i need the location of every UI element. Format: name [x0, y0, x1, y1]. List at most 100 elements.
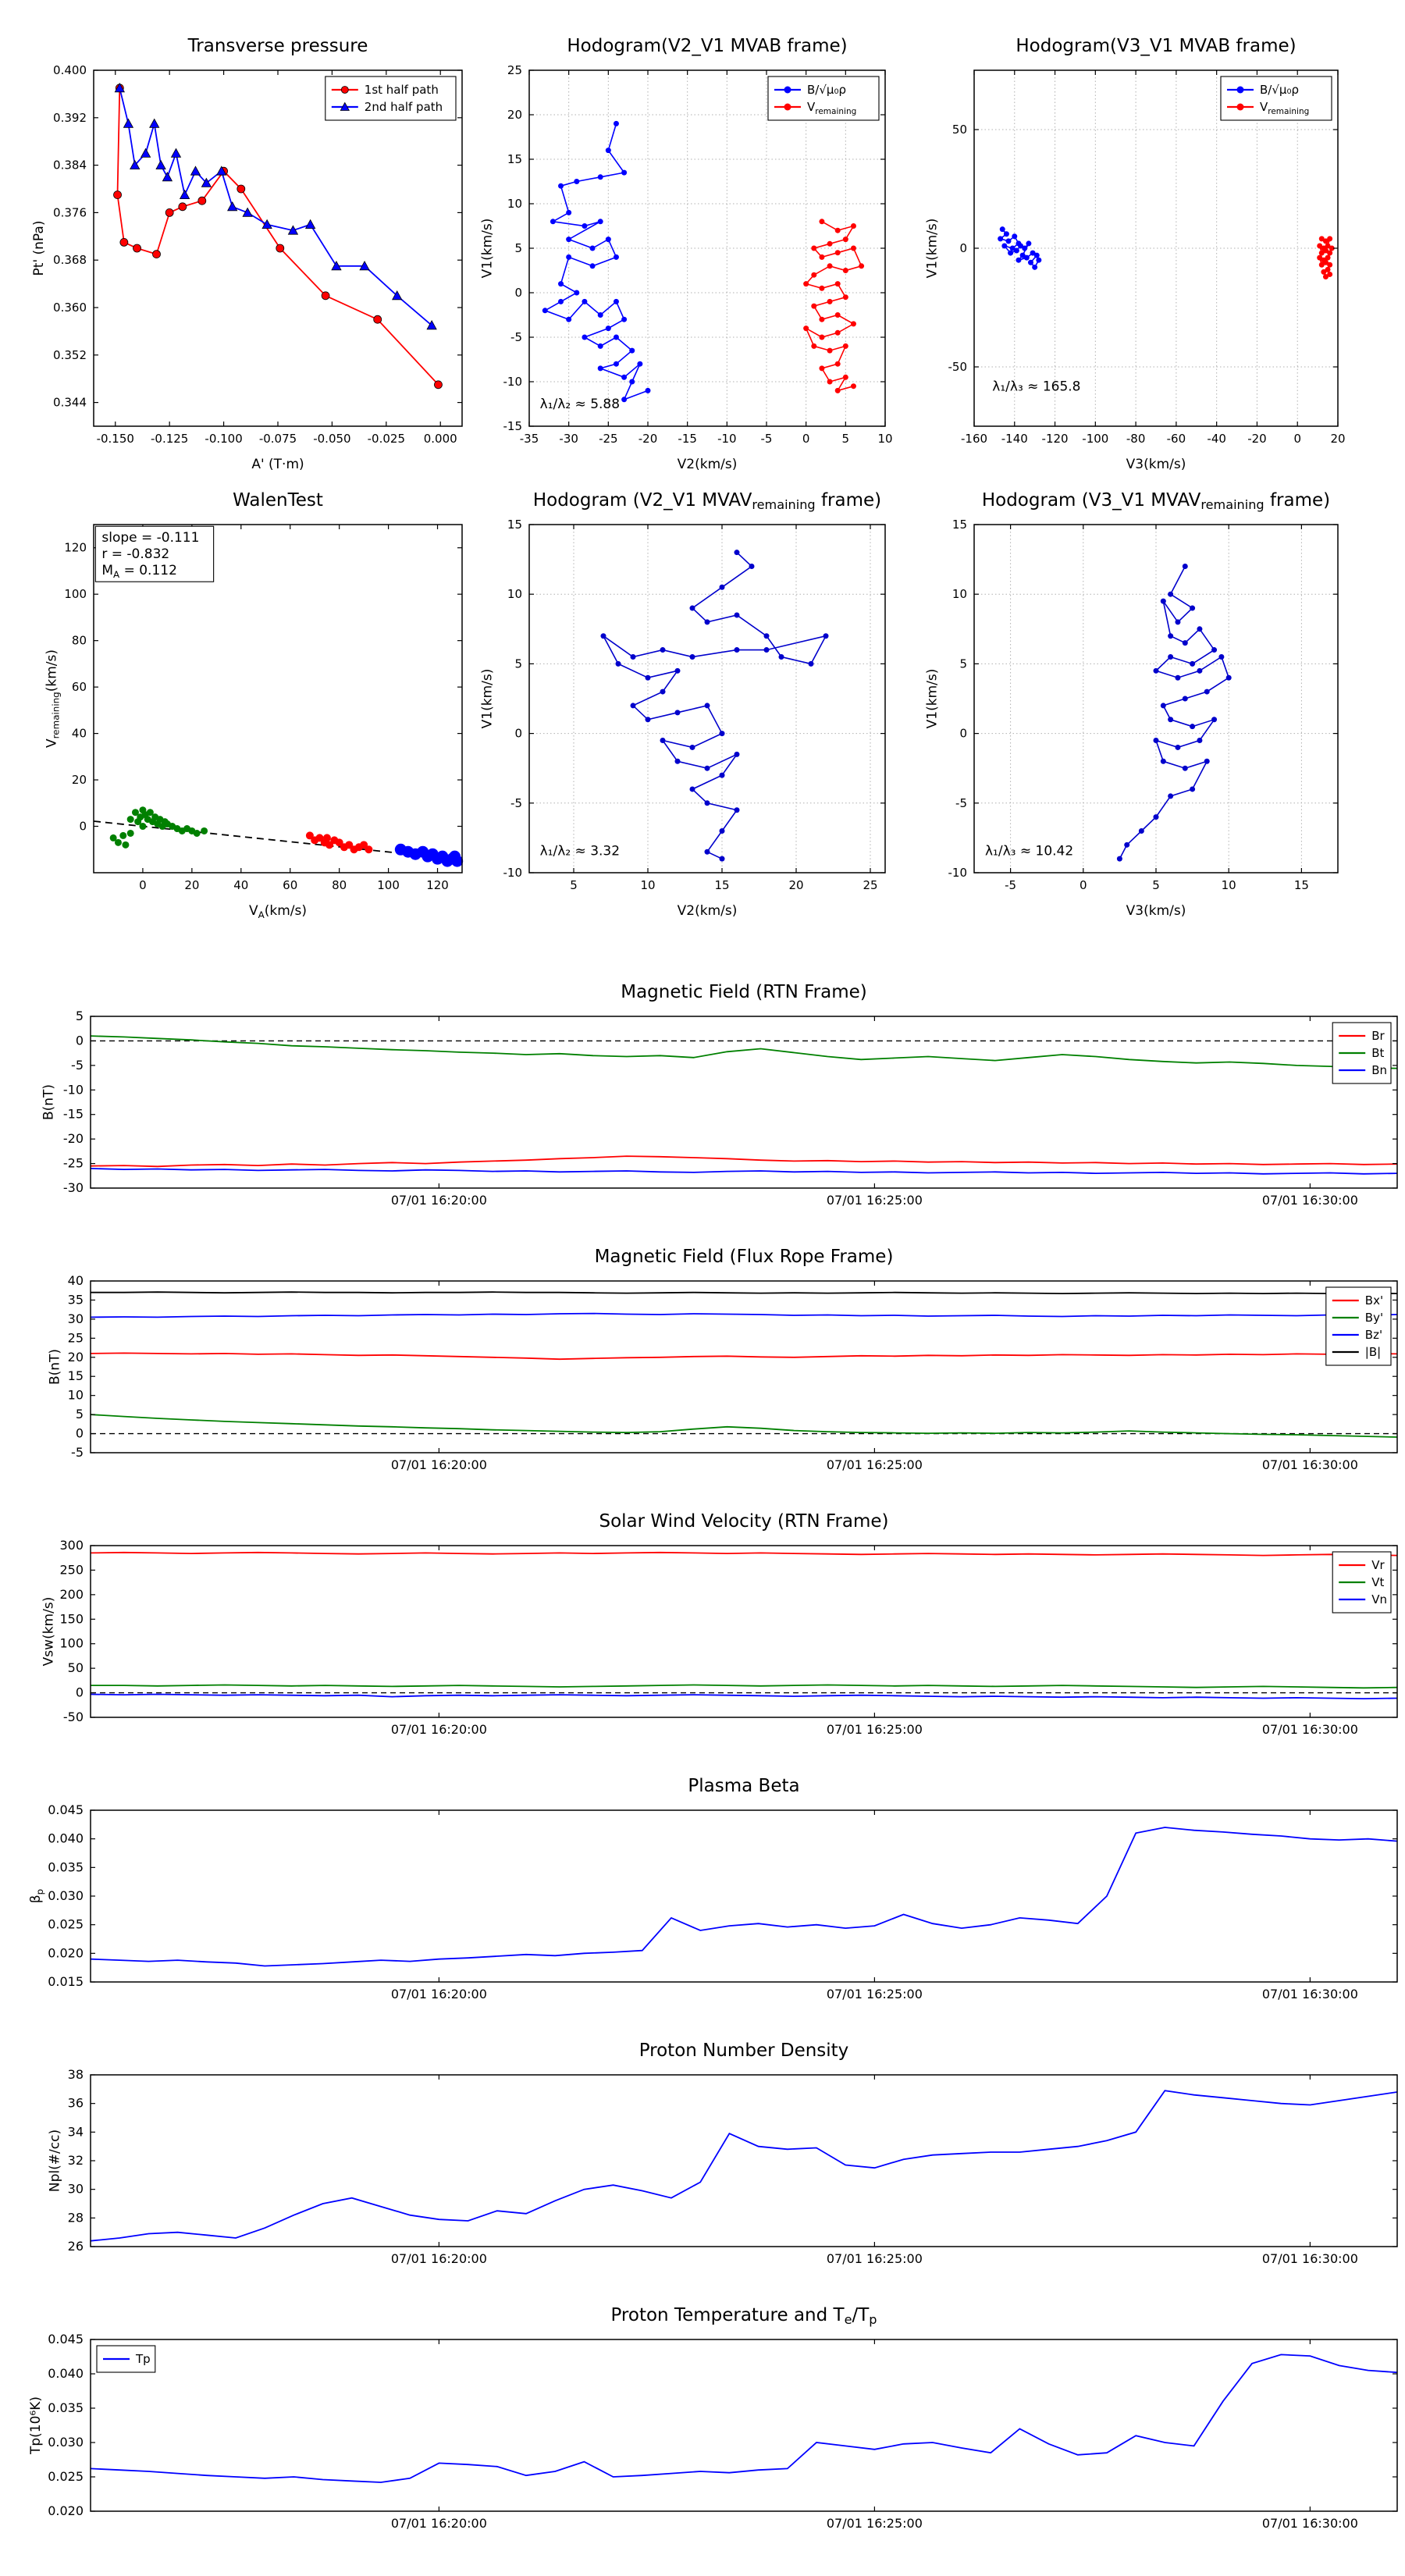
p-hodo-v3-mvav-ytick-label: 5 — [959, 656, 967, 671]
ts-tp-ylabel: Tp(10⁶K) — [28, 2396, 44, 2455]
ts-b-fr-ytick-label: -5 — [71, 1445, 84, 1460]
p-pressure-xtick-label: -0.150 — [97, 432, 134, 446]
p-hodo-v3-mvav-ylabel: V1(km/s) — [924, 669, 940, 729]
ts-beta-ytick-label: 0.025 — [48, 1917, 84, 1932]
chart-walen-test: 0 20 40 60 80 100 120 0 20 40 60 80 100 120 WalenTest V… — [12, 478, 525, 931]
p-pressure-svg: -0.150 -0.125 -0.100 -0.075 -0.050 -0.025 0.00… — [31, 36, 463, 472]
p-hodo-v3-mvab-ytick-label: 0 — [959, 241, 967, 255]
p-walen-title: WalenTest — [233, 490, 323, 511]
ts-vsw-series-line — [90, 1551, 1398, 1557]
p-hodo-v2-mvab-ytick-label: -10 — [503, 375, 523, 389]
p-hodo-v2-mvab-legend: B/√μ₀ρ Vremaining — [767, 76, 880, 121]
ts-b-fr-ytick-label: 30 — [68, 1311, 84, 1326]
p-pressure-series-line — [119, 87, 432, 326]
ts-tp-legend: Tp — [96, 2345, 156, 2373]
p-hodo-v2-mvav-xtick-label: 15 — [714, 878, 729, 892]
p-hodo-v2-mvav-ytick-label: -10 — [503, 866, 523, 880]
ts-vsw-ylabel: Vsw(km/s) — [41, 1597, 56, 1667]
p-hodo-v3-mvav-svg: -5 0 5 10 15 -10 -5 0 5 10 15 Hodogram (V3_V1 MVAVr… — [924, 490, 1339, 919]
p-hodo-v3-mvab-xtick-label: -140 — [1001, 432, 1028, 446]
p-hodo-v2-mvav-annotation: λ₁/λ₂ ≈ 3.32 — [540, 844, 620, 859]
ts-tp-ytick-label: 0.030 — [48, 2435, 84, 2450]
p-hodo-v3-mvab-ytick-label: -50 — [948, 360, 968, 374]
p-walen-xlabel: VA(km/s) — [249, 903, 307, 920]
ts-beta-svg: 07/01 16:20:00 07/01 16:25:00 07/01 16:30:… — [28, 1776, 1398, 2001]
p-hodo-v2-mvab-xtick-label: -15 — [678, 432, 697, 446]
p-walen-ytick-label: 100 — [64, 587, 87, 601]
ts-b-fr-series-line — [91, 1291, 1398, 1295]
ts-np-series-line — [90, 2090, 1398, 2242]
p-hodo-v2-mvab-annotation: λ₁/λ₂ ≈ 5.88 — [540, 397, 620, 412]
ts-b-rtn-ytick-label: -10 — [63, 1082, 84, 1097]
p-pressure-xtick-label: -0.075 — [259, 432, 297, 446]
p-pressure-ytick-label: 0.384 — [53, 158, 87, 173]
ts-b-rtn-ytick-label: -15 — [63, 1107, 84, 1122]
ts-tp-series-line — [90, 2354, 1398, 2483]
ts-vsw-svg: 07/01 16:20:00 07/01 16:25:00 07/01 16:30:… — [41, 1511, 1398, 1737]
ts-b-fr-ytick-label: 10 — [68, 1388, 84, 1403]
ts-np-ytick-label: 28 — [68, 2210, 84, 2225]
p-hodo-v2-mvab-xtick-label: -25 — [599, 432, 618, 446]
p-pressure-ytick-label: 0.360 — [53, 301, 87, 315]
p-hodo-v2-mvab-ytick-label: 20 — [507, 108, 522, 122]
p-hodo-v2-mvav-ytick-label: 5 — [514, 656, 522, 671]
ts-np-ylabel: Npl(#/cc) — [48, 2129, 63, 2192]
p-hodo-v2-mvab-ytick-label: -5 — [510, 330, 522, 344]
ts-b-rtn-xtick-label: 07/01 16:30:00 — [1262, 1193, 1358, 1208]
ts-tp-title: Proton Temperature and Te/Tp — [610, 2305, 877, 2327]
p-walen-ytick-label: 120 — [64, 541, 87, 555]
ts-np-xtick-label: 07/01 16:20:00 — [391, 2251, 487, 2266]
p-hodo-v3-mvav-ytick-label: -10 — [948, 866, 968, 880]
p-pressure-ytick-label: 0.400 — [53, 63, 87, 77]
p-walen-ytick-label: 0 — [79, 820, 87, 834]
ts-b-rtn-series-line — [90, 1155, 1398, 1168]
ts-vsw-xtick-label: 07/01 16:25:00 — [827, 1722, 923, 1737]
p-hodo-v3-mvab-title: Hodogram(V3_V1 MVAB frame) — [1016, 36, 1296, 56]
ts-b-fr-axes — [90, 1280, 1398, 1453]
ts-b-fr-ytick-label: 15 — [68, 1368, 84, 1383]
p-hodo-v3-mvab-xtick-label: -20 — [1247, 432, 1267, 446]
p-hodo-v3-mvab-xtick-label: 20 — [1330, 432, 1345, 446]
p-hodo-v2-mvab-xtick-label: 5 — [842, 432, 850, 446]
ts-tp-xtick-label: 07/01 16:30:00 — [1262, 2516, 1358, 2531]
ts-vsw-ytick-label: 200 — [59, 1587, 84, 1602]
p-hodo-v2-mvab-ytick-label: -15 — [503, 419, 523, 433]
p-walen-xtick-label: 0 — [139, 878, 147, 892]
chart-hodogram-v2v1-mvab: -35 -30 -25 -20 -15 -10 -5 0 5 10 -15 -10 -5 0 5 10 15 20… — [447, 23, 948, 485]
chart-solar-wind-velocity: 07/01 16:20:00 07/01 16:25:00 07/01 16:30:… — [9, 1499, 1405, 1776]
ts-b-fr-legend-label: Bx' — [1365, 1293, 1383, 1308]
p-hodo-v2-mvab-legend-label: Vremaining — [807, 100, 856, 116]
p-hodo-v3-mvav-title: Hodogram (V3_V1 MVAVremaining frame) — [982, 490, 1330, 512]
p-walen-ylabel: Vremaining(km/s) — [44, 649, 61, 748]
ts-beta-ylabel: βp — [28, 1889, 45, 1903]
ts-b-rtn-title: Magnetic Field (RTN Frame) — [621, 982, 867, 1002]
p-hodo-v3-mvab-xtick-label: -160 — [961, 432, 987, 446]
ts-vsw-ytick-label: 100 — [59, 1636, 84, 1651]
ts-np-xtick-label: 07/01 16:30:00 — [1262, 2251, 1358, 2266]
p-hodo-v2-mvab-ylabel: V1(km/s) — [479, 219, 495, 279]
ts-b-fr-ytick-label: 35 — [68, 1292, 84, 1307]
chart-hodogram-v3v1-mvav: -5 0 5 10 15 -10 -5 0 5 10 15 Hodogram (V3_V1 MVAVr… — [892, 478, 1400, 931]
ts-tp-ytick-label: 0.035 — [48, 2400, 84, 2415]
chart-proton-number-density: 07/01 16:20:00 07/01 16:25:00 07/01 16:30:… — [9, 2028, 1405, 2305]
ts-tp-legend-label: Tp — [135, 2352, 151, 2366]
ts-np-ytick-label: 36 — [68, 2096, 84, 2111]
p-hodo-v3-mvav-ytick-label: 0 — [959, 727, 967, 741]
p-hodo-v2-mvab-xtick-label: -30 — [559, 432, 578, 446]
ts-vsw-series-line — [91, 1684, 1398, 1689]
ts-b-fr-legend-label: By' — [1365, 1311, 1383, 1325]
p-hodo-v2-mvab-xtick-label: 10 — [877, 432, 892, 446]
ts-b-rtn-axes — [90, 1016, 1398, 1189]
p-hodo-v2-mvab-title: Hodogram(V2_V1 MVAB frame) — [567, 36, 847, 56]
ts-tp-ytick-label: 0.025 — [48, 2469, 84, 2484]
ts-beta-xtick-label: 07/01 16:25:00 — [827, 1987, 923, 2001]
ts-b-fr-series-line — [90, 1414, 1398, 1438]
ts-b-rtn-legend-label: Bn — [1371, 1063, 1387, 1077]
p-hodo-v3-mvab-xlabel: V3(km/s) — [1126, 457, 1186, 472]
p-hodo-v2-mvab-series-line — [543, 123, 649, 401]
ts-np-svg: 07/01 16:20:00 07/01 16:25:00 07/01 16:30:… — [48, 2041, 1398, 2266]
ts-vsw-legend-label: Vr — [1371, 1558, 1385, 1572]
ts-np-ytick-label: 26 — [68, 2239, 84, 2254]
p-hodo-v3-mvab-xtick-label: 0 — [1293, 432, 1301, 446]
ts-np-ytick-label: 34 — [68, 2124, 84, 2139]
